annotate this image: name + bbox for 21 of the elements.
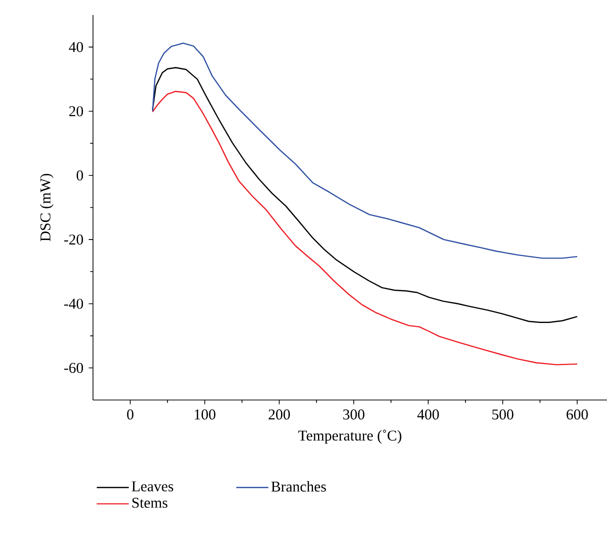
- y-tick-label: 0: [76, 170, 84, 180]
- x-tick-label: 500: [492, 409, 514, 420]
- y-tick-label: 40: [68, 42, 84, 52]
- y-tick-label: -40: [64, 298, 84, 309]
- y-tick-label: -60: [64, 362, 84, 373]
- y-tick-label: 20: [69, 106, 84, 116]
- x-tick-label: 200: [268, 409, 290, 420]
- line-series: [152, 67, 578, 323]
- y-tick-label: -20: [64, 234, 84, 245]
- legend-label: Leaves: [132, 481, 174, 492]
- y-axis-title: DSC (mW): [40, 174, 54, 242]
- legend-label: Branches: [271, 481, 326, 492]
- line-series: [152, 42, 578, 259]
- line-series: [152, 90, 578, 366]
- x-axis-title: Temperature (˚C): [298, 430, 402, 444]
- x-tick-label: 600: [566, 409, 588, 420]
- x-tick-label: 400: [417, 409, 439, 420]
- x-tick-label: 100: [194, 409, 216, 420]
- x-tick-label: 0: [127, 409, 134, 420]
- x-tick-label: 300: [343, 409, 364, 420]
- legend-label: Stems: [132, 498, 168, 508]
